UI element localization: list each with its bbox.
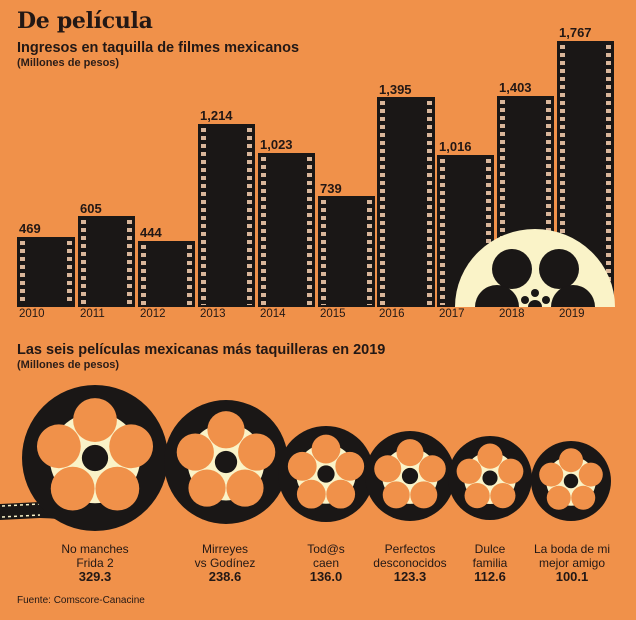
film-title-line2: vs Godínez	[194, 556, 256, 570]
film-label-todos-caen: Tod@s caen 136.0	[286, 542, 366, 584]
film-reel-icon	[164, 400, 288, 524]
film-title-line2: Frida 2	[76, 556, 114, 570]
film-reel-icon	[22, 385, 168, 531]
sprocket-holes-icon	[486, 159, 491, 305]
page-title: De película	[17, 8, 153, 34]
bar-2012	[138, 241, 195, 307]
chart-unit: (Millones de pesos)	[17, 57, 120, 69]
bar-2011	[78, 216, 135, 307]
box-office-bar-chart: 469 605 444 1,214 1,023 739 1,395 1,016 …	[17, 25, 615, 320]
film-label-la-boda-de-mi-mejor-amigo: La boda de mi mejor amigo 100.1	[526, 542, 618, 584]
sprocket-holes-icon	[20, 241, 25, 305]
bar-value-label: 1,023	[260, 137, 293, 152]
film-reel-icon	[365, 431, 455, 521]
sprocket-holes-icon	[546, 100, 551, 305]
source-note: Fuente: Comscore-Canacine	[17, 595, 145, 606]
x-axis-tick: 2011	[80, 308, 105, 320]
x-axis-tick: 2019	[559, 308, 585, 320]
bar-2010	[17, 237, 75, 307]
sprocket-holes-icon	[187, 245, 192, 305]
sprocket-holes-icon	[367, 200, 372, 305]
section-title: Las seis películas mexicanas más taquill…	[17, 342, 386, 358]
bar-value-label: 1,016	[439, 139, 472, 154]
bar-2014	[258, 153, 315, 307]
film-title-line1: Perfectos	[384, 542, 436, 556]
film-value: 100.1	[555, 569, 589, 584]
section-unit: (Millones de pesos)	[17, 359, 120, 371]
x-axis-tick: 2014	[260, 308, 286, 320]
film-title-line2: caen	[312, 556, 340, 570]
film-title-line1: No manches	[61, 542, 129, 556]
film-title-line1: Dulce	[474, 542, 506, 556]
bar-value-label: 605	[80, 201, 102, 216]
chart-subtitle: Ingresos en taquilla de filmes mexicanos	[17, 40, 300, 56]
film-value: 136.0	[309, 569, 343, 584]
x-axis-tick: 2010	[19, 308, 45, 320]
sprocket-holes-icon	[440, 159, 445, 305]
film-reel-icon	[448, 436, 532, 520]
sprocket-holes-icon	[500, 100, 505, 305]
sprocket-holes-icon	[67, 241, 72, 305]
sprocket-holes-icon	[247, 128, 252, 305]
film-label-perfectos-desconocidos: Perfectos desconocidos 123.3	[360, 542, 460, 584]
bar-2015	[318, 196, 375, 307]
film-reel-icon	[278, 426, 374, 522]
bar-2013	[198, 124, 255, 307]
film-value: 123.3	[393, 569, 427, 584]
sprocket-holes-icon	[321, 200, 326, 305]
x-axis-tick: 2015	[320, 308, 346, 320]
bar-value-label: 444	[140, 225, 162, 240]
bar-value-label: 1,214	[200, 108, 233, 123]
film-title-line2: mejor amigo	[538, 556, 606, 570]
top-films-reels	[0, 380, 636, 550]
film-label-dulce-familia: Dulce familia 112.6	[450, 542, 530, 584]
x-axis-tick: 2013	[200, 308, 226, 320]
x-axis-tick: 2017	[439, 308, 465, 320]
sprocket-holes-icon	[201, 128, 206, 305]
sprocket-holes-icon	[81, 220, 86, 305]
sprocket-holes-icon	[380, 101, 385, 305]
bar-value-label: 1,395	[379, 82, 412, 97]
bar-value-label: 469	[19, 221, 41, 236]
film-title-line1: La boda de mi	[533, 542, 611, 556]
bar-value-label: 1,767	[559, 25, 592, 40]
sprocket-holes-icon	[427, 101, 432, 305]
film-title-line2: familia	[472, 556, 508, 570]
film-label-mirreyes-vs-godinez: Mirreyes vs Godínez 238.6	[170, 542, 280, 584]
bar-2016	[377, 97, 435, 307]
film-value: 329.3	[78, 569, 112, 584]
film-reel-icon	[531, 441, 611, 521]
film-value: 112.6	[474, 569, 506, 584]
sprocket-holes-icon	[141, 245, 146, 305]
film-title-line1: Tod@s	[307, 542, 345, 556]
film-title-line2: desconocidos	[373, 556, 447, 570]
sprocket-holes-icon	[560, 45, 565, 305]
sprocket-holes-icon	[307, 157, 312, 305]
sprocket-holes-icon	[127, 220, 132, 305]
x-axis-tick: 2016	[379, 308, 405, 320]
bar-value-label: 739	[320, 181, 342, 196]
sprocket-holes-icon	[261, 157, 266, 305]
film-reel-icon	[455, 229, 615, 307]
film-title-line1: Mirreyes	[201, 542, 248, 556]
sprocket-holes-icon	[606, 45, 611, 305]
bar-value-label: 1,403	[499, 80, 532, 95]
film-label-no-manches-frida-2: No manches Frida 2 329.3	[40, 542, 150, 584]
film-value: 238.6	[208, 569, 242, 584]
x-axis-tick: 2018	[499, 308, 525, 320]
x-axis-tick: 2012	[140, 308, 166, 320]
